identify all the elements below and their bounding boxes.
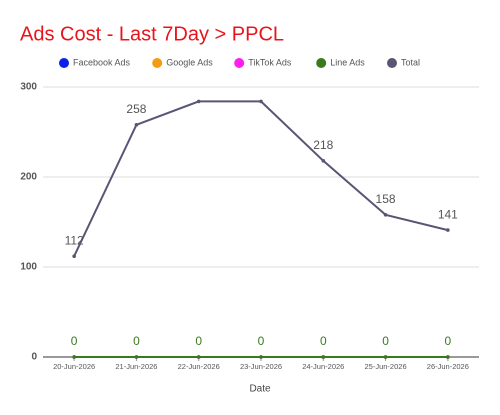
legend-marker: [59, 58, 69, 68]
x-tick-label: 20-Jun-2026: [53, 362, 95, 371]
x-tick-label: 23-Jun-2026: [240, 362, 282, 371]
point: [446, 228, 450, 232]
data-label: 0: [320, 334, 327, 348]
point: [72, 254, 76, 258]
legend-label: Line Ads: [330, 57, 365, 67]
y-tick-label: 300: [20, 82, 37, 93]
point: [72, 355, 76, 359]
series-line: [73, 100, 449, 257]
x-tick-label: 25-Jun-2026: [365, 362, 407, 371]
point: [259, 355, 263, 359]
point: [196, 355, 201, 359]
data-label: 141: [438, 207, 458, 221]
x-tick-label: 24-Jun-2026: [302, 362, 344, 371]
point: [383, 355, 388, 359]
legend-label: Google Ads: [166, 57, 213, 67]
legend-marker: [387, 58, 397, 68]
legend-marker: [234, 58, 245, 68]
data-label: 0: [258, 334, 265, 348]
data-label: 0: [71, 334, 78, 348]
point: [134, 123, 139, 127]
y-tick-label: 100: [20, 262, 37, 273]
point: [321, 159, 326, 163]
y-tick-label: 0: [31, 352, 37, 363]
data-label: 218: [313, 138, 333, 152]
data-label: 158: [376, 192, 396, 206]
x-axis-label: Date: [249, 384, 271, 395]
chart-title: Ads Cost - Last 7Day > PPCL: [20, 23, 284, 45]
legend-marker: [316, 58, 327, 68]
x-tick-label: 22-Jun-2026: [178, 362, 220, 371]
y-tick-label: 200: [20, 172, 37, 183]
legend-label: TikTok Ads: [248, 57, 292, 67]
x-tick-label: 26-Jun-2026: [427, 362, 469, 371]
x-tick-label: 21-Jun-2026: [115, 362, 157, 371]
data-label: 112: [65, 233, 84, 247]
point: [259, 99, 263, 104]
legend-marker: [152, 58, 163, 68]
point: [134, 355, 139, 359]
data-label: 0: [133, 334, 140, 348]
point: [446, 355, 450, 359]
data-label: 0: [195, 334, 202, 348]
point: [321, 355, 326, 359]
point: [383, 213, 388, 217]
data-label: 258: [126, 102, 146, 116]
point: [196, 99, 201, 104]
data-label: 0: [382, 334, 389, 348]
legend-label: Total: [401, 57, 420, 67]
data-label: 0: [445, 334, 452, 348]
legend-label: Facebook Ads: [73, 57, 131, 67]
